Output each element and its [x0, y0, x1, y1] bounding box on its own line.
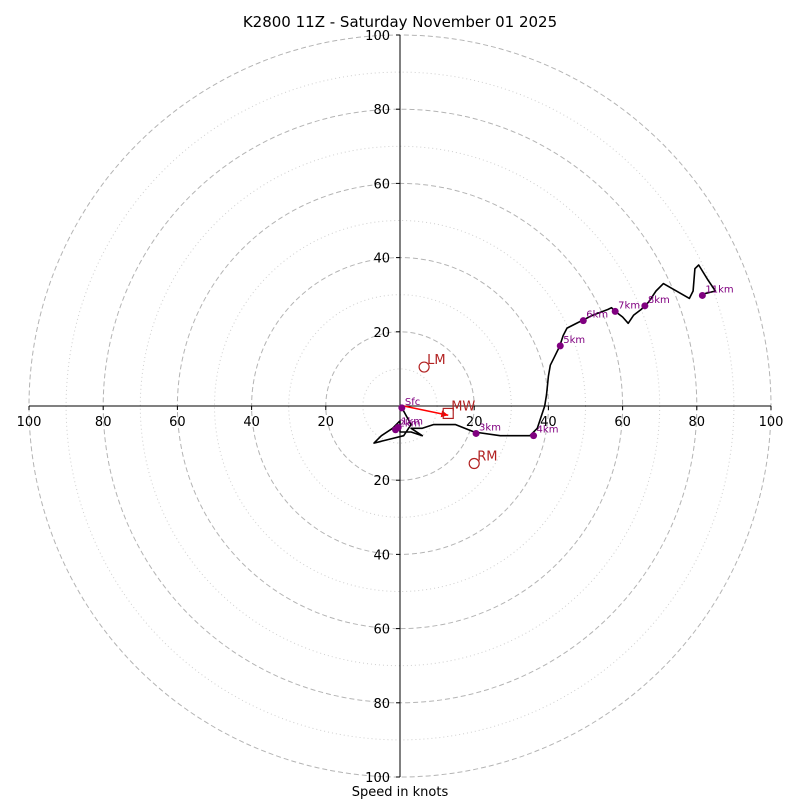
x-tick-label: 60	[169, 415, 186, 430]
height-label-11km: 11km	[705, 284, 733, 295]
shear-arrow-head	[440, 410, 449, 418]
storm-label-lm: LM	[427, 353, 445, 368]
height-marker-2km	[392, 426, 400, 434]
y-tick-label: 20	[373, 326, 390, 341]
axis-ticks: 100 80 60 40 20 20 40 60 80 100 100 80 60 40 20 20 40 60 8…	[17, 29, 784, 786]
y-tick-label: 40	[373, 548, 390, 563]
height-marker-3km	[472, 429, 480, 437]
y-tick-label: 60	[373, 177, 390, 192]
height-label-2km: 2km	[399, 419, 421, 430]
height-label-4km: 4km	[537, 425, 559, 436]
chart-title: K2800 11Z - Saturday November 01 2025	[243, 13, 557, 31]
x-tick-label: 40	[243, 415, 260, 430]
height-label-7km: 7km	[618, 300, 640, 311]
height-marker-6km	[579, 317, 587, 325]
height-marker-11km	[698, 291, 706, 299]
height-marker-4km	[530, 432, 538, 440]
y-tick-label: 40	[373, 252, 390, 267]
hodograph-trace	[373, 264, 717, 444]
shear-vector	[403, 405, 449, 418]
x-axis-label: Speed in knots	[352, 785, 449, 800]
x-tick-label: 80	[689, 415, 706, 430]
x-tick-label: 40	[540, 415, 557, 430]
storm-marker-lm	[418, 361, 430, 373]
height-label-6km: 6km	[586, 310, 608, 321]
x-tick-label: 100	[759, 415, 784, 430]
storm-marker-mw	[442, 407, 454, 420]
y-tick-label: 100	[365, 29, 390, 44]
x-tick-label: 20	[466, 415, 483, 430]
x-tick-label: 100	[17, 415, 42, 430]
height-label-5km: 5km	[563, 335, 585, 346]
y-tick-label: 80	[373, 103, 390, 118]
storm-label-rm: RM	[477, 450, 497, 465]
height-label-3km: 3km	[479, 422, 501, 433]
height-label-1km: 1km	[401, 417, 423, 428]
storm-motion-markers: LM RM MW	[418, 353, 497, 470]
y-tick-label: 80	[373, 697, 390, 712]
storm-marker-rm	[468, 457, 480, 470]
y-tick-label: 60	[373, 623, 390, 638]
height-marker-7km	[611, 307, 619, 315]
shear-arrow-shaft	[403, 405, 449, 417]
height-marker-8km	[641, 302, 649, 310]
x-tick-label: 80	[95, 415, 112, 430]
y-tick-label: 100	[365, 771, 390, 786]
x-tick-label: 60	[614, 415, 631, 430]
height-marker-5km	[556, 342, 564, 350]
y-tick-label: 20	[373, 474, 390, 489]
x-tick-label: 20	[318, 415, 335, 430]
height-label-sfc: Sfc	[405, 397, 420, 408]
height-marker-sfc	[398, 404, 406, 412]
height-label-8km: 8km	[648, 295, 670, 306]
storm-label-mw: MW	[451, 399, 475, 414]
